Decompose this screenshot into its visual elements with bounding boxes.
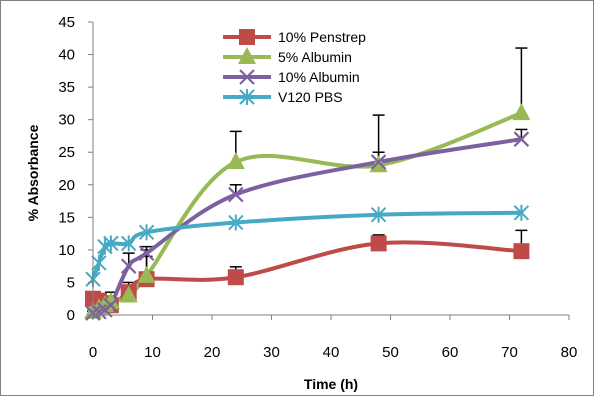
y-tick-label: 5 (67, 274, 75, 291)
legend-label: V120 PBS (278, 89, 343, 105)
legend-item: 5% Albumin (223, 47, 352, 65)
data-point (370, 154, 387, 170)
x-tick-label: 10 (144, 344, 161, 361)
series-markers (84, 103, 531, 321)
x-axis-title: Time (h) (304, 376, 358, 392)
legend-item: V120 PBS (223, 89, 343, 105)
legend-swatch-marker (239, 69, 255, 85)
x-tick-label: 40 (323, 344, 340, 361)
x-tick-label: 30 (263, 344, 280, 361)
legend: 10% Penstrep 5% Albumin 10% Albumin V120 PB… (223, 29, 366, 105)
x-tick-label: 0 (89, 344, 97, 361)
y-tick-label: 10 (58, 242, 75, 259)
data-point (513, 204, 530, 221)
data-point (228, 214, 244, 231)
y-tick-label: 30 (58, 112, 75, 129)
data-point (228, 186, 244, 203)
data-point (91, 254, 107, 271)
data-point (103, 297, 119, 314)
x-tick-label: 70 (501, 344, 518, 361)
legend-swatch-marker (239, 89, 255, 105)
data-point (226, 151, 245, 169)
legend-item: 10% Penstrep (223, 29, 366, 45)
data-point (120, 235, 137, 252)
data-point (370, 235, 387, 252)
legend-swatch-marker (239, 29, 255, 45)
data-point (137, 265, 156, 283)
tick-labels: 0 5 10 15 20 25 30 35 40 45 0 10 20 30 40 50 60 70 80 (58, 14, 577, 361)
data-point (103, 235, 119, 252)
legend-item: 10% Albumin (223, 69, 360, 85)
y-tick-label: 40 (58, 47, 75, 64)
y-tick-label: 15 (58, 209, 75, 226)
legend-label: 5% Albumin (278, 49, 352, 65)
data-point (120, 258, 137, 274)
axes (88, 21, 570, 320)
y-tick-label: 25 (58, 144, 75, 161)
x-tick-label: 80 (561, 344, 578, 361)
y-tick-label: 45 (58, 14, 75, 31)
legend-label: 10% Penstrep (278, 29, 366, 45)
data-point (227, 269, 244, 286)
y-axis-title: % Absorbance (25, 124, 41, 221)
data-point (513, 243, 530, 260)
x-tick-label: 60 (442, 344, 459, 361)
data-point (138, 224, 155, 241)
legend-label: 10% Albumin (278, 69, 360, 85)
data-point (513, 131, 530, 147)
y-tick-label: 20 (58, 177, 75, 194)
data-point (101, 291, 120, 309)
data-point (119, 285, 138, 303)
y-tick-label: 35 (58, 79, 75, 96)
legend-swatch-marker (238, 47, 256, 64)
x-tick-label: 50 (382, 344, 399, 361)
data-point (370, 206, 387, 223)
y-tick-label: 0 (67, 307, 75, 324)
data-point (512, 103, 531, 121)
data-point (138, 245, 155, 261)
x-tick-label: 20 (204, 344, 221, 361)
